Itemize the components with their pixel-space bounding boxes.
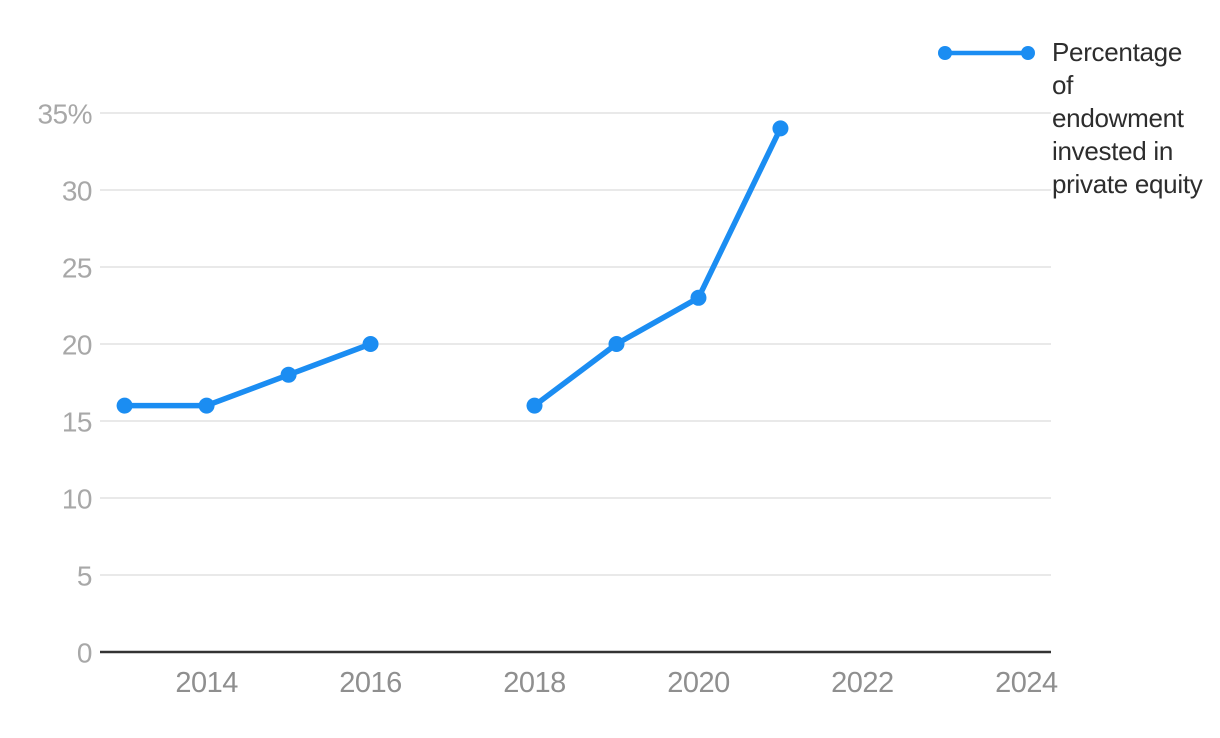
data-point-2016 — [362, 336, 379, 352]
x-axis-label-2022: 2022 — [831, 667, 894, 699]
data-point-2018 — [526, 397, 543, 414]
x-axis-label-2020: 2020 — [667, 667, 730, 699]
legend: Percentage of endowment invested in priv… — [936, 36, 1204, 201]
series-line-segment — [531, 125, 784, 409]
data-point-2020 — [690, 289, 707, 306]
y-axis-label-10: 10 — [62, 484, 92, 515]
legend-symbol-svg — [938, 46, 1035, 60]
y-axis-label-25: 25 — [62, 253, 92, 284]
data-point-2015 — [280, 366, 297, 383]
data-point-2019 — [608, 336, 625, 352]
legend-dot-2 — [1021, 46, 1035, 60]
y-axis-label-20: 20 — [62, 330, 92, 361]
y-axis-label-5: 5 — [77, 561, 92, 592]
legend-label: Percentage of endowment invested in priv… — [1052, 37, 1203, 199]
x-axis-label-2024: 2024 — [995, 667, 1058, 699]
x-axis-label-2018: 2018 — [503, 667, 566, 699]
data-point-2013 — [116, 397, 133, 414]
y-axis-label-15: 15 — [62, 407, 92, 438]
y-axis-label-35: 35% — [37, 99, 92, 130]
legend-line-marker-icon — [936, 44, 1036, 67]
data-point-2014 — [198, 397, 215, 414]
x-axis-label-2014: 2014 — [175, 667, 238, 699]
x-axis-label-2016: 2016 — [339, 667, 402, 699]
legend-dot-1 — [938, 46, 952, 60]
series-line-segment — [121, 341, 374, 409]
data-point-2021 — [772, 120, 789, 137]
y-axis-label-0: 0 — [77, 638, 92, 669]
y-axis-label-30: 30 — [62, 176, 92, 207]
